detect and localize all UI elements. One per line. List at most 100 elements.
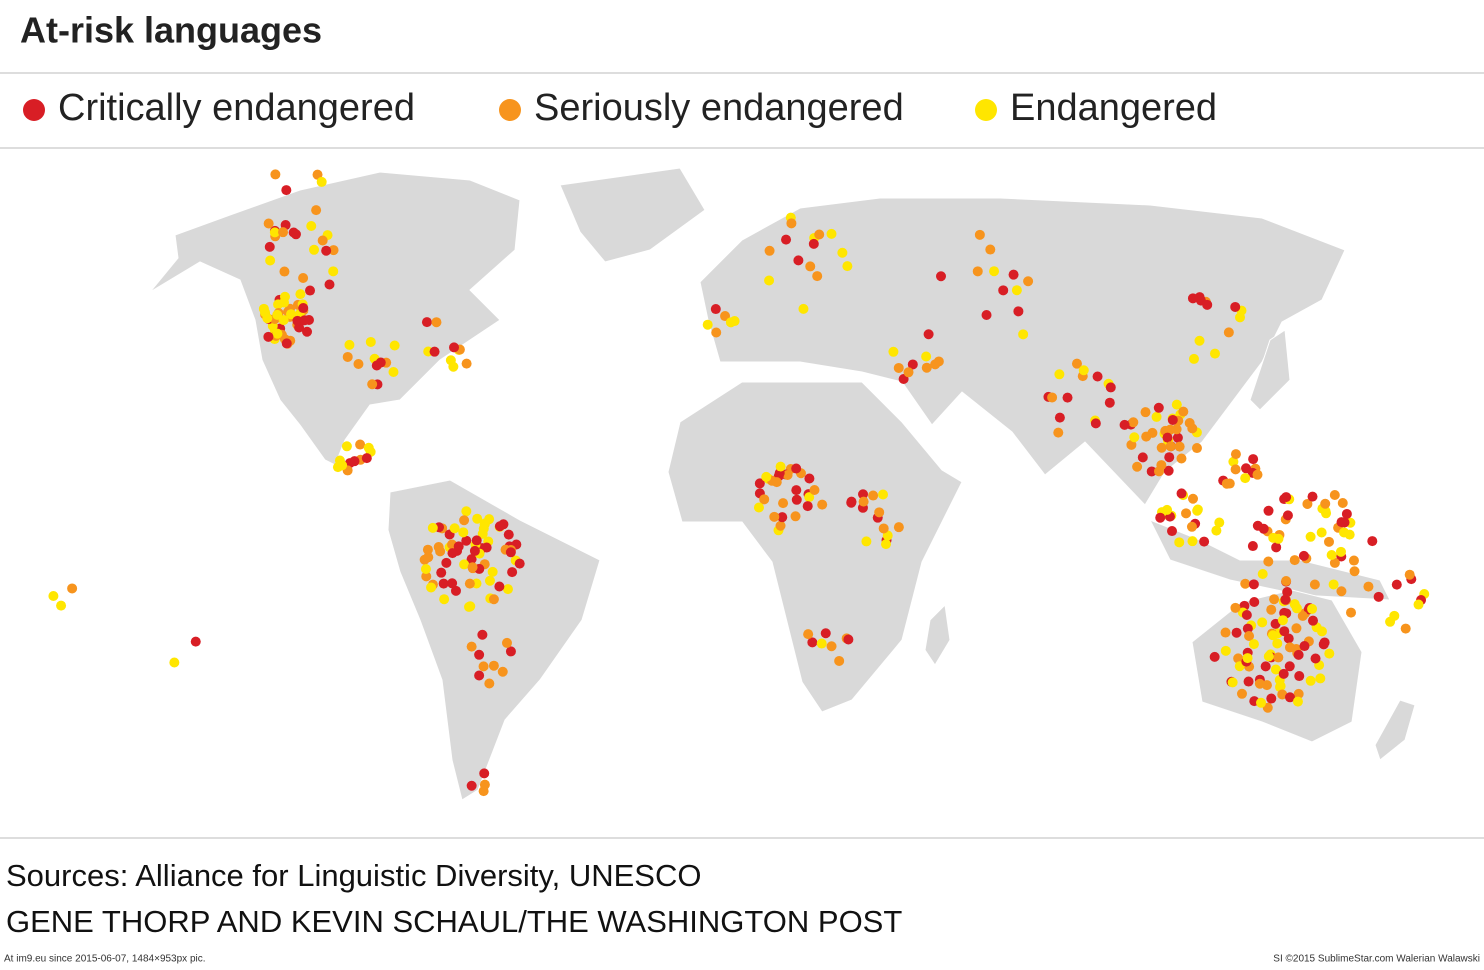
language-dot — [1335, 546, 1346, 557]
language-dot — [764, 275, 775, 286]
language-dot — [1128, 417, 1139, 428]
language-dot — [371, 360, 382, 371]
language-dot — [1240, 578, 1251, 589]
language-dot — [791, 463, 802, 474]
language-dot — [469, 545, 480, 556]
legend-dot — [23, 99, 45, 121]
language-dot — [1054, 412, 1065, 423]
language-dot — [1307, 615, 1318, 626]
language-dot — [878, 523, 889, 534]
language-dot — [781, 234, 792, 245]
footer-right: SI ©2015 SublimeStar.com Walerian Walaws… — [1273, 954, 1480, 965]
language-dot — [474, 649, 485, 660]
language-dot — [1363, 581, 1374, 592]
language-dot — [502, 584, 513, 595]
language-dot — [426, 582, 437, 593]
language-dot — [1349, 566, 1360, 577]
language-dot — [422, 544, 433, 555]
world-map — [149, 167, 1416, 801]
language-dot — [1248, 454, 1259, 465]
language-dot — [1194, 335, 1205, 346]
language-dot — [298, 303, 309, 314]
language-dot — [1307, 491, 1318, 502]
language-dot — [1305, 675, 1316, 686]
language-dot — [1272, 638, 1283, 649]
language-dot — [1391, 579, 1402, 590]
language-dot — [1018, 329, 1029, 340]
language-dot — [907, 359, 918, 370]
language-dot — [388, 367, 399, 378]
language-dot — [1305, 531, 1316, 542]
language-dot — [1209, 348, 1220, 359]
language-dot — [981, 309, 992, 320]
language-dot — [1209, 651, 1220, 662]
language-dot — [466, 554, 477, 565]
language-dot — [826, 228, 837, 239]
language-dot — [56, 600, 67, 611]
language-dot — [438, 578, 449, 589]
language-dot — [1176, 488, 1187, 499]
language-dot — [874, 507, 885, 518]
language-dot — [1104, 397, 1115, 408]
language-dot — [1302, 498, 1313, 509]
language-dot — [702, 319, 713, 330]
language-dot — [1289, 555, 1300, 566]
language-dot — [711, 327, 722, 338]
language-dot — [893, 522, 904, 533]
language-dot — [816, 638, 827, 649]
language-dot — [317, 235, 328, 246]
language-dot — [1220, 645, 1231, 656]
language-dot — [1184, 417, 1195, 428]
language-dot — [1266, 693, 1277, 704]
language-dot — [1224, 478, 1235, 489]
language-dot — [1293, 688, 1304, 699]
language-dot — [923, 329, 934, 340]
legend: Critically endangered Seriously endangere… — [23, 87, 1217, 129]
language-dot — [1294, 671, 1305, 682]
language-dot — [782, 470, 793, 481]
language-dot — [1233, 653, 1244, 664]
language-dot — [775, 461, 786, 472]
language-dot — [1163, 465, 1174, 476]
language-dot — [903, 367, 914, 378]
language-dot — [1367, 536, 1378, 547]
language-dot — [1013, 306, 1024, 317]
language-dot — [367, 379, 378, 390]
africa — [667, 381, 963, 713]
language-dot — [1337, 497, 1348, 508]
language-dot — [858, 489, 869, 500]
language-dot — [778, 498, 789, 509]
language-dot — [1252, 469, 1263, 480]
language-dot — [974, 229, 985, 240]
language-dot — [447, 578, 458, 589]
language-dot — [998, 285, 1009, 296]
language-dot — [826, 641, 837, 652]
language-dot — [363, 442, 374, 453]
language-dot — [312, 169, 323, 180]
language-dot — [1243, 676, 1254, 687]
language-dot — [306, 220, 317, 231]
language-dot — [1240, 473, 1251, 484]
language-dot — [1167, 414, 1178, 425]
language-dot — [449, 342, 460, 353]
language-dot — [771, 477, 782, 488]
language-dot — [769, 511, 780, 522]
language-dot — [466, 780, 477, 791]
language-dot — [805, 261, 816, 272]
language-dot — [389, 340, 400, 351]
language-dot — [710, 304, 721, 315]
language-dot — [1266, 604, 1277, 615]
language-dot — [1214, 517, 1225, 528]
language-dot — [1323, 536, 1334, 547]
language-dot — [270, 169, 281, 180]
language-dot — [1227, 677, 1238, 688]
language-dot — [893, 362, 904, 373]
language-dot — [472, 513, 483, 524]
language-dot — [1385, 616, 1396, 627]
language-dot — [817, 499, 828, 510]
language-dot — [1011, 285, 1022, 296]
language-dot — [169, 657, 180, 668]
legend-label: Seriously endangered — [534, 87, 904, 129]
language-dot — [1165, 424, 1176, 435]
language-dot — [936, 271, 947, 282]
